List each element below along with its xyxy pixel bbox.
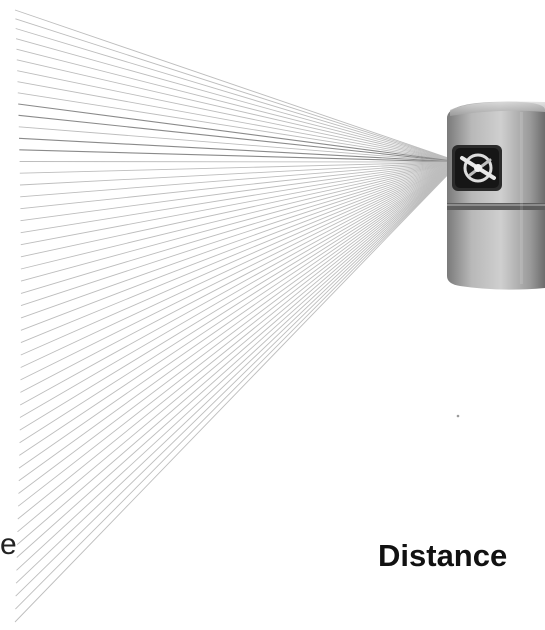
- laser-beam-line: [16, 59, 461, 163]
- laser-beam-line: [20, 161, 461, 319]
- laser-beam-line: [17, 92, 461, 163]
- laser-beam-line: [16, 161, 461, 545]
- laser-beam-line: [17, 161, 461, 533]
- laser-beam-line: [15, 161, 461, 597]
- laser-beam-line: [20, 161, 461, 331]
- laser-beam-line: [19, 161, 461, 163]
- laser-beam-line: [16, 48, 461, 163]
- laser-beam-line: [17, 161, 461, 507]
- laser-beam-line: [15, 18, 461, 163]
- laser-beam-line: [15, 38, 461, 163]
- laser-beam-line: [17, 161, 461, 520]
- laser-beam-line: [20, 161, 461, 246]
- laser-beam-line: [16, 161, 461, 558]
- lidar-sensor-icon: [447, 101, 545, 290]
- laser-beam-line: [14, 9, 461, 163]
- laser-beam-line: [20, 161, 461, 222]
- laser-beam-line: [19, 161, 461, 418]
- laser-beam-line: [19, 161, 461, 456]
- laser-beam-line: [20, 161, 461, 393]
- laser-beam-line: [20, 161, 461, 294]
- laser-beam-line: [19, 161, 461, 186]
- laser-beam-line: [20, 161, 461, 282]
- laser-beam-line: [19, 161, 461, 431]
- laser-beam-line: [18, 161, 461, 469]
- laser-beam-line: [18, 161, 461, 482]
- laser-beam-line: [20, 161, 461, 344]
- partial-label: e: [0, 528, 17, 561]
- laser-beam-line: [15, 28, 461, 163]
- laser-beam-line: [18, 126, 461, 163]
- laser-beam-line: [20, 161, 461, 234]
- laser-beam-line: [18, 137, 461, 163]
- laser-beam-line: [20, 161, 461, 258]
- laser-beam-line: [18, 161, 461, 494]
- laser-beams: [14, 9, 461, 623]
- laser-beam-line: [18, 103, 461, 163]
- laser-beam-line: [17, 81, 461, 163]
- laser-beam-line: [20, 161, 461, 198]
- laser-beam-line: [20, 161, 461, 368]
- laser-beam-line: [19, 161, 461, 174]
- laser-beam-line: [19, 149, 461, 163]
- laser-beam-line: [14, 161, 461, 623]
- laser-beam-line: [20, 161, 461, 210]
- laser-beam-line: [15, 161, 461, 584]
- laser-beam-line: [20, 161, 461, 307]
- laser-beam-line: [18, 114, 461, 163]
- speck-mark: [456, 414, 460, 418]
- laser-beam-line: [20, 161, 461, 270]
- laser-beam-line: [20, 161, 461, 356]
- laser-beam-line: [20, 161, 461, 381]
- laser-beam-line: [16, 161, 461, 571]
- laser-beam-line: [17, 70, 461, 163]
- laser-beam-line: [19, 161, 461, 444]
- distance-label: Distance: [378, 538, 508, 573]
- laser-beam-line: [15, 161, 461, 610]
- laser-beam-line: [19, 161, 461, 406]
